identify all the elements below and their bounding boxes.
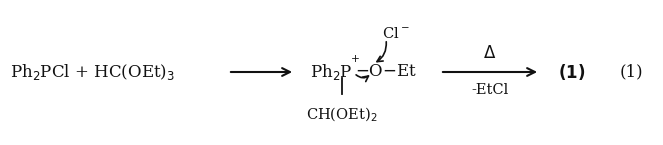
- Text: $\Delta$: $\Delta$: [483, 46, 497, 62]
- Text: $\mathbf{(1)}$: $\mathbf{(1)}$: [558, 62, 585, 82]
- Text: $-$O$-$Et: $-$O$-$Et: [355, 64, 417, 80]
- Text: $^+$: $^+$: [348, 55, 360, 69]
- Text: Ph$_2$PCl + HC(OEt)$_3$: Ph$_2$PCl + HC(OEt)$_3$: [10, 62, 175, 82]
- Text: Cl$^-$: Cl$^-$: [382, 27, 410, 41]
- Text: CH(OEt)$_2$: CH(OEt)$_2$: [306, 106, 378, 124]
- Text: Ph$_2$P: Ph$_2$P: [310, 62, 353, 82]
- Text: -EtCl: -EtCl: [471, 83, 509, 97]
- Text: (1): (1): [620, 64, 644, 80]
